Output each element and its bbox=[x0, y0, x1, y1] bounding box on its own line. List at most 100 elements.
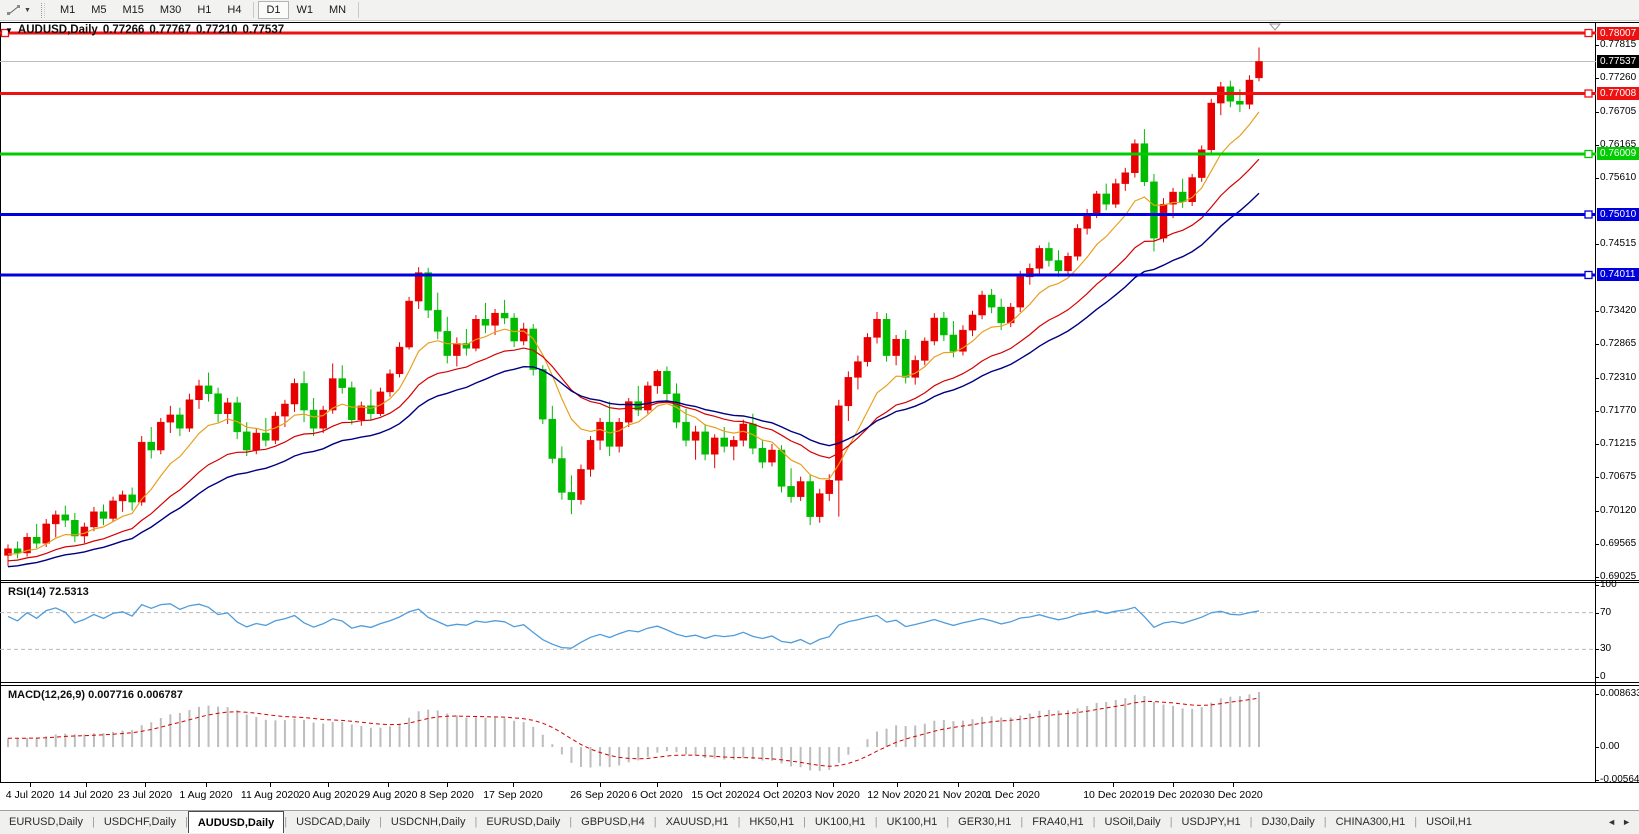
macd-histogram bbox=[7, 692, 1260, 771]
rsi-tick-label: 0 bbox=[1600, 671, 1606, 682]
chart-tab-usdchf-1[interactable]: USDCHF,Daily bbox=[103, 816, 176, 828]
price-tick-label: 0.76165 bbox=[1600, 138, 1637, 150]
timeframe-button-mn[interactable]: MN bbox=[329, 4, 347, 16]
price-tick-label: 0.72865 bbox=[1600, 338, 1637, 350]
price-tick-label: 0.70675 bbox=[1600, 470, 1637, 482]
date-tick-label: 12 Nov 2020 bbox=[867, 789, 927, 801]
rsi-tick-mark bbox=[1595, 677, 1599, 678]
tab-scroll-right-icon[interactable]: ► bbox=[1622, 817, 1631, 827]
toolbar-grip-handle[interactable] bbox=[40, 2, 45, 18]
chart-tab-bar: EURUSD,Daily | USDCHF,Daily | AUDUSD,Daily | U… bbox=[0, 810, 1639, 833]
date-tick-mark bbox=[720, 783, 721, 787]
chevron-down-icon[interactable]: ▼ bbox=[24, 6, 31, 14]
chart-tab-usoil-13[interactable]: USOil,Daily bbox=[1104, 816, 1161, 828]
date-tick-label: 8 Sep 2020 bbox=[420, 789, 474, 801]
level-line-endpoint-handle[interactable] bbox=[1584, 28, 1593, 38]
price-tick-mark bbox=[1595, 344, 1599, 346]
macd-tick-mark bbox=[1595, 747, 1599, 748]
price-badge: 0.78007 bbox=[1597, 26, 1639, 40]
line-tool-button[interactable]: ▼ bbox=[3, 3, 34, 17]
tab-separator: | bbox=[874, 816, 878, 828]
chart-tab-audusd-2[interactable]: AUDUSD,Daily bbox=[187, 811, 285, 833]
macd-tick-label: -0.005641 bbox=[1600, 774, 1639, 785]
price-tick-mark bbox=[1595, 544, 1599, 546]
tab-separator: | bbox=[569, 816, 573, 828]
chart-tab-china300-16[interactable]: CHINA300,H1 bbox=[1335, 816, 1406, 828]
level-line-endpoint-handle[interactable] bbox=[1584, 149, 1593, 159]
date-tick-label: 19 Dec 2020 bbox=[1143, 789, 1203, 801]
date-tick-label: 11 Aug 2020 bbox=[240, 789, 300, 801]
date-tick-label: 20 Aug 2020 bbox=[298, 789, 358, 801]
toolbar-separator bbox=[358, 2, 360, 18]
chart-tab-dj30-15[interactable]: DJ30,Daily bbox=[1261, 816, 1315, 828]
price-tick-mark bbox=[1595, 44, 1599, 46]
tab-separator: | bbox=[946, 816, 950, 828]
chart-shift-marker-icon[interactable] bbox=[1268, 23, 1282, 31]
chart-tab-hk50-8[interactable]: HK50,H1 bbox=[749, 816, 795, 828]
level-line-selection-handle[interactable] bbox=[0, 28, 10, 38]
price-tick-mark bbox=[1595, 576, 1599, 578]
chart-tab-xauusd-7[interactable]: XAUUSD,H1 bbox=[665, 816, 729, 828]
price-tick-mark bbox=[1595, 111, 1599, 113]
price-badge: 0.77008 bbox=[1597, 87, 1639, 100]
price-tick-label: 0.70120 bbox=[1600, 504, 1637, 516]
moving-average-line-9[interactable] bbox=[7, 111, 1260, 555]
timeframe-button-h4[interactable]: H4 bbox=[227, 4, 242, 16]
date-tick-mark bbox=[777, 783, 778, 787]
date-tick-mark bbox=[513, 783, 514, 787]
price-tick-label: 0.69025 bbox=[1600, 570, 1637, 582]
timeframe-button-m1[interactable]: M1 bbox=[59, 4, 76, 16]
level-line-endpoint-handle[interactable] bbox=[1584, 270, 1593, 280]
chart-symbol-period: AUDUSD,Daily bbox=[17, 24, 98, 36]
date-tick-mark bbox=[30, 783, 31, 787]
chart-tab-uk100-10[interactable]: UK100,H1 bbox=[886, 816, 938, 828]
date-tick-label: 17 Sep 2020 bbox=[483, 789, 543, 801]
date-tick-mark bbox=[833, 783, 834, 787]
candlestick-series bbox=[4, 47, 1263, 567]
timeframe-button-w1[interactable]: W1 bbox=[296, 4, 314, 16]
chart-tab-eurusd-0[interactable]: EURUSD,Daily bbox=[9, 816, 83, 828]
rsi-value: 72.5313 bbox=[48, 586, 89, 598]
tab-separator: | bbox=[1414, 816, 1418, 828]
price-badge: 0.76009 bbox=[1597, 147, 1639, 161]
price-tick-label: 0.75610 bbox=[1600, 172, 1637, 184]
ohlc-close: 0.77537 bbox=[242, 24, 285, 36]
level-line-endpoint-handle[interactable] bbox=[1584, 210, 1593, 219]
chart-tab-usdcad-3[interactable]: USDCAD,Daily bbox=[296, 816, 371, 828]
tab-separator: | bbox=[1323, 816, 1327, 828]
ohlc-low: 0.77210 bbox=[195, 24, 238, 36]
date-tick-mark bbox=[1013, 783, 1014, 787]
timeframe-button-h1[interactable]: H1 bbox=[197, 4, 212, 16]
symbol-dropdown-icon[interactable]: ▼ bbox=[5, 25, 13, 35]
chart-tab-usdjpy-14[interactable]: USDJPY,H1 bbox=[1181, 816, 1241, 828]
chart-tab-gbpusd-6[interactable]: GBPUSD,H4 bbox=[581, 816, 645, 828]
moving-average-line-20[interactable] bbox=[7, 158, 1260, 562]
chart-tab-fra40-12[interactable]: FRA40,H1 bbox=[1032, 816, 1084, 828]
chart-tab-eurusd-5[interactable]: EURUSD,Daily bbox=[486, 816, 561, 828]
price-tick-mark bbox=[1595, 377, 1599, 379]
tab-separator: | bbox=[284, 816, 288, 828]
timeframe-button-m15[interactable]: M15 bbox=[122, 4, 144, 16]
date-tick-label: 6 Oct 2020 bbox=[631, 789, 683, 801]
chart-tab-uk100-9[interactable]: UK100,H1 bbox=[814, 816, 866, 828]
date-tick-mark bbox=[388, 783, 389, 787]
level-line-endpoint-handle[interactable] bbox=[1584, 89, 1593, 98]
chart-tab-usoil-17[interactable]: USOil,H1 bbox=[1426, 816, 1472, 828]
moving-average-line-30[interactable] bbox=[7, 192, 1260, 568]
date-tick-label: 21 Nov 2020 bbox=[928, 789, 988, 801]
price-tick-mark bbox=[1595, 178, 1599, 180]
chart-tab-ger30-11[interactable]: GER30,H1 bbox=[958, 816, 1012, 828]
tab-separator: | bbox=[379, 816, 382, 828]
timeframe-button-m30[interactable]: M30 bbox=[159, 4, 182, 16]
timeframe-button-d1[interactable]: D1 bbox=[258, 1, 289, 19]
date-tick-mark bbox=[657, 783, 658, 787]
price-tick-label: 0.76705 bbox=[1600, 105, 1637, 117]
tab-separator: | bbox=[474, 816, 478, 828]
timeframe-button-m5[interactable]: M5 bbox=[91, 4, 107, 16]
tab-scroll-left-icon[interactable]: ◄ bbox=[1607, 817, 1617, 827]
chart-tab-usdcnh-4[interactable]: USDCNH,Daily bbox=[390, 816, 466, 828]
date-tick-mark bbox=[1173, 783, 1174, 787]
price-tick-label: 0.71770 bbox=[1600, 404, 1637, 416]
date-tick-label: 26 Sep 2020 bbox=[570, 789, 630, 801]
